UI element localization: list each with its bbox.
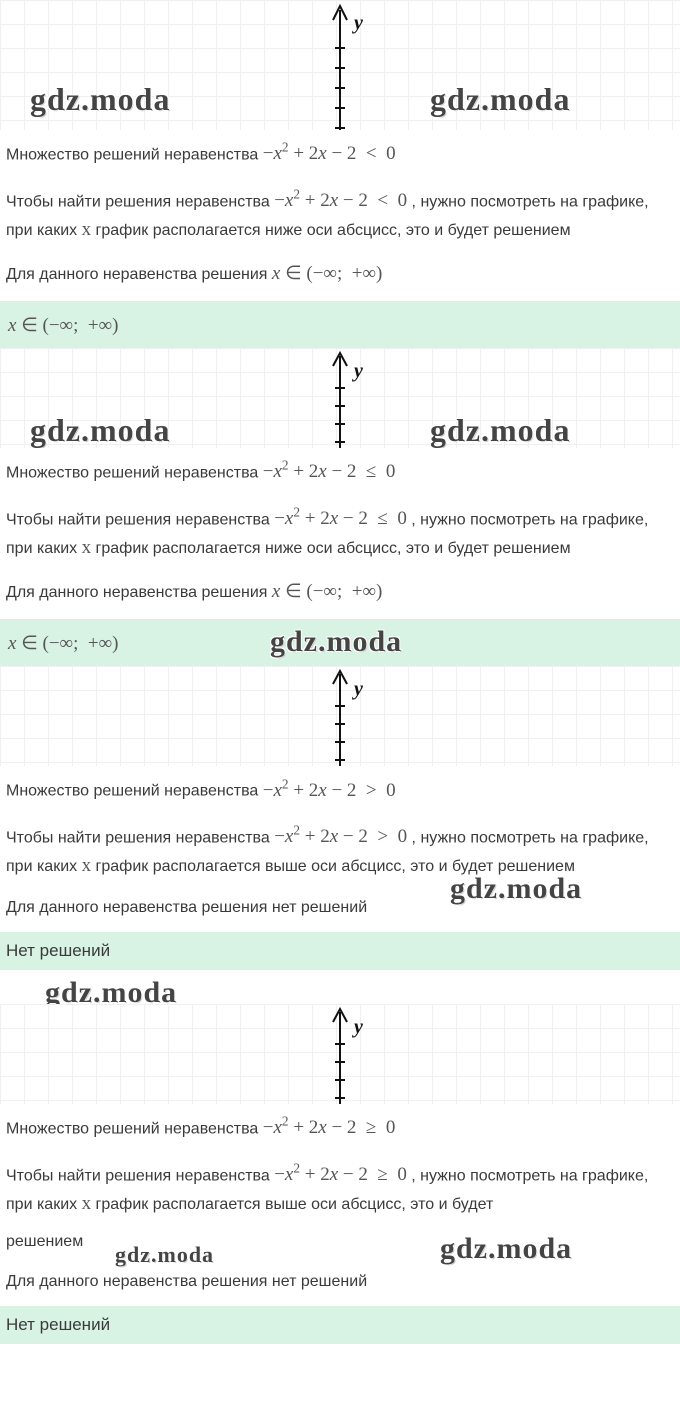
watermark: gdz.moda [30, 75, 170, 123]
text-line: Множество решений неравенства −x2 + 2x −… [6, 1112, 674, 1143]
text-line: Для данного неравенства решения x ∈ (−∞;… [6, 578, 674, 607]
text-line: Множество решений неравенства −x2 + 2x −… [6, 138, 674, 169]
answer-highlight: Нет решений [0, 932, 680, 970]
explanation-text: Множество решений неравенства −x2 + 2x −… [0, 130, 680, 301]
text-line: решением [6, 1230, 674, 1254]
y-axis [324, 0, 356, 130]
y-axis-label: y [354, 356, 363, 386]
y-axis-label: y [354, 8, 363, 38]
text-line: Для данного неравенства решения нет реше… [6, 1270, 674, 1294]
y-axis [324, 666, 356, 766]
y-axis [324, 1004, 356, 1104]
watermark: gdz.moda [270, 619, 402, 664]
watermark: gdz.moda [30, 406, 170, 448]
text-line: Для данного неравенства решения x ∈ (−∞;… [6, 260, 674, 289]
graph-area: y [0, 666, 680, 766]
text-line: Для данного неравенства решения нет реше… [6, 896, 674, 920]
answer-highlight: Нет решений [0, 1306, 680, 1344]
graph-area: y [0, 1004, 680, 1104]
graph-area: gdz.moda gdz.moda y [0, 0, 680, 130]
graph-area: gdz.moda gdz.moda y [0, 348, 680, 448]
text-line: Множество решений неравенства −x2 + 2x −… [6, 774, 674, 805]
y-axis-label: y [354, 1012, 363, 1042]
explanation-text: Множество решений неравенства −x2 + 2x −… [0, 1104, 680, 1306]
solution-section: y Множество решений неравенства −x2 + 2x… [0, 1004, 680, 1344]
solution-section: gdz.moda gdz.moda y Множество решений не… [0, 348, 680, 666]
text-line: Чтобы найти решения неравенства −x2 + 2x… [6, 1159, 674, 1218]
answer-highlight: x ∈ (−∞; +∞) gdz.moda [0, 619, 680, 667]
y-axis [324, 348, 356, 448]
text-line: Множество решений неравенства −x2 + 2x −… [6, 456, 674, 487]
explanation-text: Множество решений неравенства −x2 + 2x −… [0, 448, 680, 619]
explanation-text: Множество решений неравенства −x2 + 2x −… [0, 766, 680, 932]
text-line: Чтобы найти решения неравенства −x2 + 2x… [6, 503, 674, 562]
y-axis-label: y [354, 674, 363, 704]
text-line: Чтобы найти решения неравенства −x2 + 2x… [6, 185, 674, 244]
text-line: Чтобы найти решения неравенства −x2 + 2x… [6, 821, 674, 880]
solution-section: y Множество решений неравенства −x2 + 2x… [0, 666, 680, 1004]
watermark: gdz.moda [430, 75, 570, 123]
watermark: gdz.moda [430, 406, 570, 448]
solution-section: gdz.moda gdz.moda y Множество решений не… [0, 0, 680, 348]
answer-highlight: x ∈ (−∞; +∞) [0, 301, 680, 349]
